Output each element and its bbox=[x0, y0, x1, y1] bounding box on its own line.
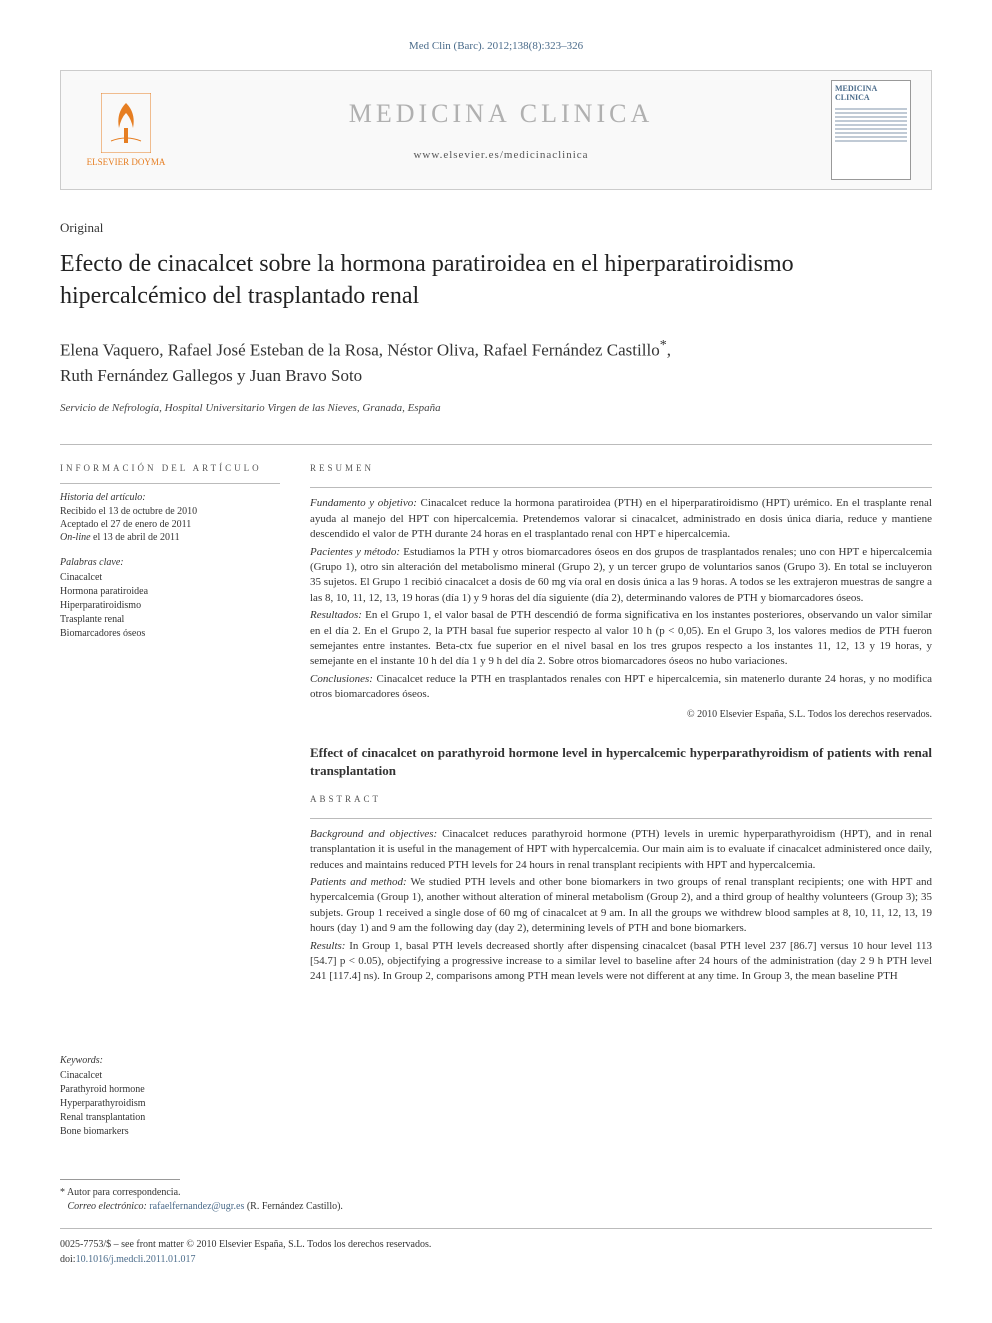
accepted-date: Aceptado el 27 de enero de 2011 bbox=[60, 519, 280, 530]
keyword-en: Bone biomarkers bbox=[60, 1125, 280, 1139]
journal-cover-thumbnail: MEDICINA CLINICA bbox=[831, 80, 911, 180]
keyword-en: Renal transplantation bbox=[60, 1111, 280, 1125]
cover-lines bbox=[835, 108, 907, 176]
background-label: Background and objectives: bbox=[310, 828, 437, 840]
section-divider bbox=[60, 444, 932, 445]
sidebar-divider bbox=[60, 483, 280, 484]
keyword-en: Hyperparathyroidism bbox=[60, 1097, 280, 1111]
keyword-en: Parathyroid hormone bbox=[60, 1083, 280, 1097]
article-title: Efecto de cinacalcet sobre la hormona pa… bbox=[60, 248, 932, 313]
english-title: Effect of cinacalcet on parathyroid horm… bbox=[310, 744, 932, 780]
abstract-en-divider bbox=[310, 818, 932, 819]
abstract-patients: Patients and method: We studied PTH leve… bbox=[310, 875, 932, 937]
pacientes-label: Pacientes y método: bbox=[310, 546, 400, 558]
keyword-es: Cinacalcet bbox=[60, 571, 280, 585]
affiliation: Servicio de Nefrología, Hospital Univers… bbox=[60, 402, 932, 414]
keyword-es: Biomarcadores óseos bbox=[60, 627, 280, 641]
authors-list: Elena Vaquero, Rafael José Esteban de la… bbox=[60, 335, 932, 389]
journal-header-banner: ELSEVIER DOYMA MEDICINA CLINICA www.else… bbox=[60, 70, 932, 190]
abstract-background: Background and objectives: Cinacalcet re… bbox=[310, 827, 932, 873]
main-column: RESUMEN Fundamento y objetivo: Cinacalce… bbox=[310, 463, 932, 1139]
corresponding-footnote: * Autor para correspondencia. bbox=[60, 1186, 932, 1200]
received-date: Recibido el 13 de octubre de 2010 bbox=[60, 506, 280, 517]
keywords-es-label: Palabras clave: bbox=[60, 557, 280, 568]
fundamento-label: Fundamento y objetivo: bbox=[310, 497, 417, 509]
keyword-en: Cinacalcet bbox=[60, 1069, 280, 1083]
abstract-fundamento: Fundamento y objetivo: Cinacalcet reduce… bbox=[310, 496, 932, 542]
abstract-results-en: Results: In Group 1, basal PTH levels de… bbox=[310, 939, 932, 985]
keyword-es: Hiperparatiroidismo bbox=[60, 599, 280, 613]
journal-center: MEDICINA CLINICA www.elsevier.es/medicin… bbox=[171, 99, 831, 161]
abstract-divider bbox=[310, 487, 932, 488]
copyright-es: © 2010 Elsevier España, S.L. Todos los d… bbox=[310, 709, 932, 720]
article-type: Original bbox=[60, 220, 932, 236]
corresponding-marker: * bbox=[660, 338, 667, 353]
publisher-name: ELSEVIER DOYMA bbox=[87, 157, 166, 167]
patients-label: Patients and method: bbox=[310, 876, 407, 888]
doi-link[interactable]: 10.1016/j.medcli.2011.01.017 bbox=[76, 1254, 196, 1265]
info-heading: INFORMACIÓN DEL ARTÍCULO bbox=[60, 463, 280, 473]
article-info-sidebar: INFORMACIÓN DEL ARTÍCULO Historia del ar… bbox=[60, 463, 280, 1139]
keyword-es: Hormona paratiroidea bbox=[60, 585, 280, 599]
resumen-heading: RESUMEN bbox=[310, 463, 932, 473]
online-date: On-line el 13 de abril de 2011 bbox=[60, 532, 280, 543]
journal-url[interactable]: www.elsevier.es/medicinaclinica bbox=[171, 149, 831, 161]
authors-line1: Elena Vaquero, Rafael José Esteban de la… bbox=[60, 340, 660, 359]
results-en-label: Results: bbox=[310, 940, 345, 952]
journal-title-banner: MEDICINA CLINICA bbox=[171, 99, 831, 129]
doi-line: doi:10.1016/j.medcli.2011.01.017 bbox=[60, 1252, 932, 1267]
content-grid: INFORMACIÓN DEL ARTÍCULO Historia del ar… bbox=[60, 463, 932, 1139]
abstract-conclusiones: Conclusiones: Cinacalcet reduce la PTH e… bbox=[310, 672, 932, 703]
issn-line: 0025-7753/$ – see front matter © 2010 El… bbox=[60, 1237, 932, 1252]
keyword-es: Trasplante renal bbox=[60, 613, 280, 627]
footer-divider bbox=[60, 1228, 932, 1229]
footnote-divider bbox=[60, 1179, 180, 1180]
footer-area: * Autor para correspondencia. Correo ele… bbox=[60, 1179, 932, 1267]
abstract-pacientes: Pacientes y método: Estudiamos la PTH y … bbox=[310, 545, 932, 607]
email-link[interactable]: rafaelfernandez@ugr.es bbox=[149, 1201, 244, 1212]
history-label: Historia del artículo: bbox=[60, 492, 280, 503]
conclusiones-label: Conclusiones: bbox=[310, 673, 373, 685]
authors-line2: Ruth Fernández Gallegos y Juan Bravo Sot… bbox=[60, 366, 362, 385]
abstract-en-heading: ABSTRACT bbox=[310, 794, 932, 804]
cover-title: MEDICINA CLINICA bbox=[835, 84, 907, 102]
keywords-en-label: Keywords: bbox=[60, 1055, 280, 1066]
elsevier-tree-icon bbox=[101, 93, 151, 153]
resultados-label: Resultados: bbox=[310, 609, 362, 621]
citation-line: Med Clin (Barc). 2012;138(8):323–326 bbox=[60, 40, 932, 52]
email-footnote: Correo electrónico: rafaelfernandez@ugr.… bbox=[60, 1200, 932, 1214]
publisher-logo: ELSEVIER DOYMA bbox=[81, 80, 171, 180]
abstract-resultados: Resultados: En el Grupo 1, el valor basa… bbox=[310, 608, 932, 670]
